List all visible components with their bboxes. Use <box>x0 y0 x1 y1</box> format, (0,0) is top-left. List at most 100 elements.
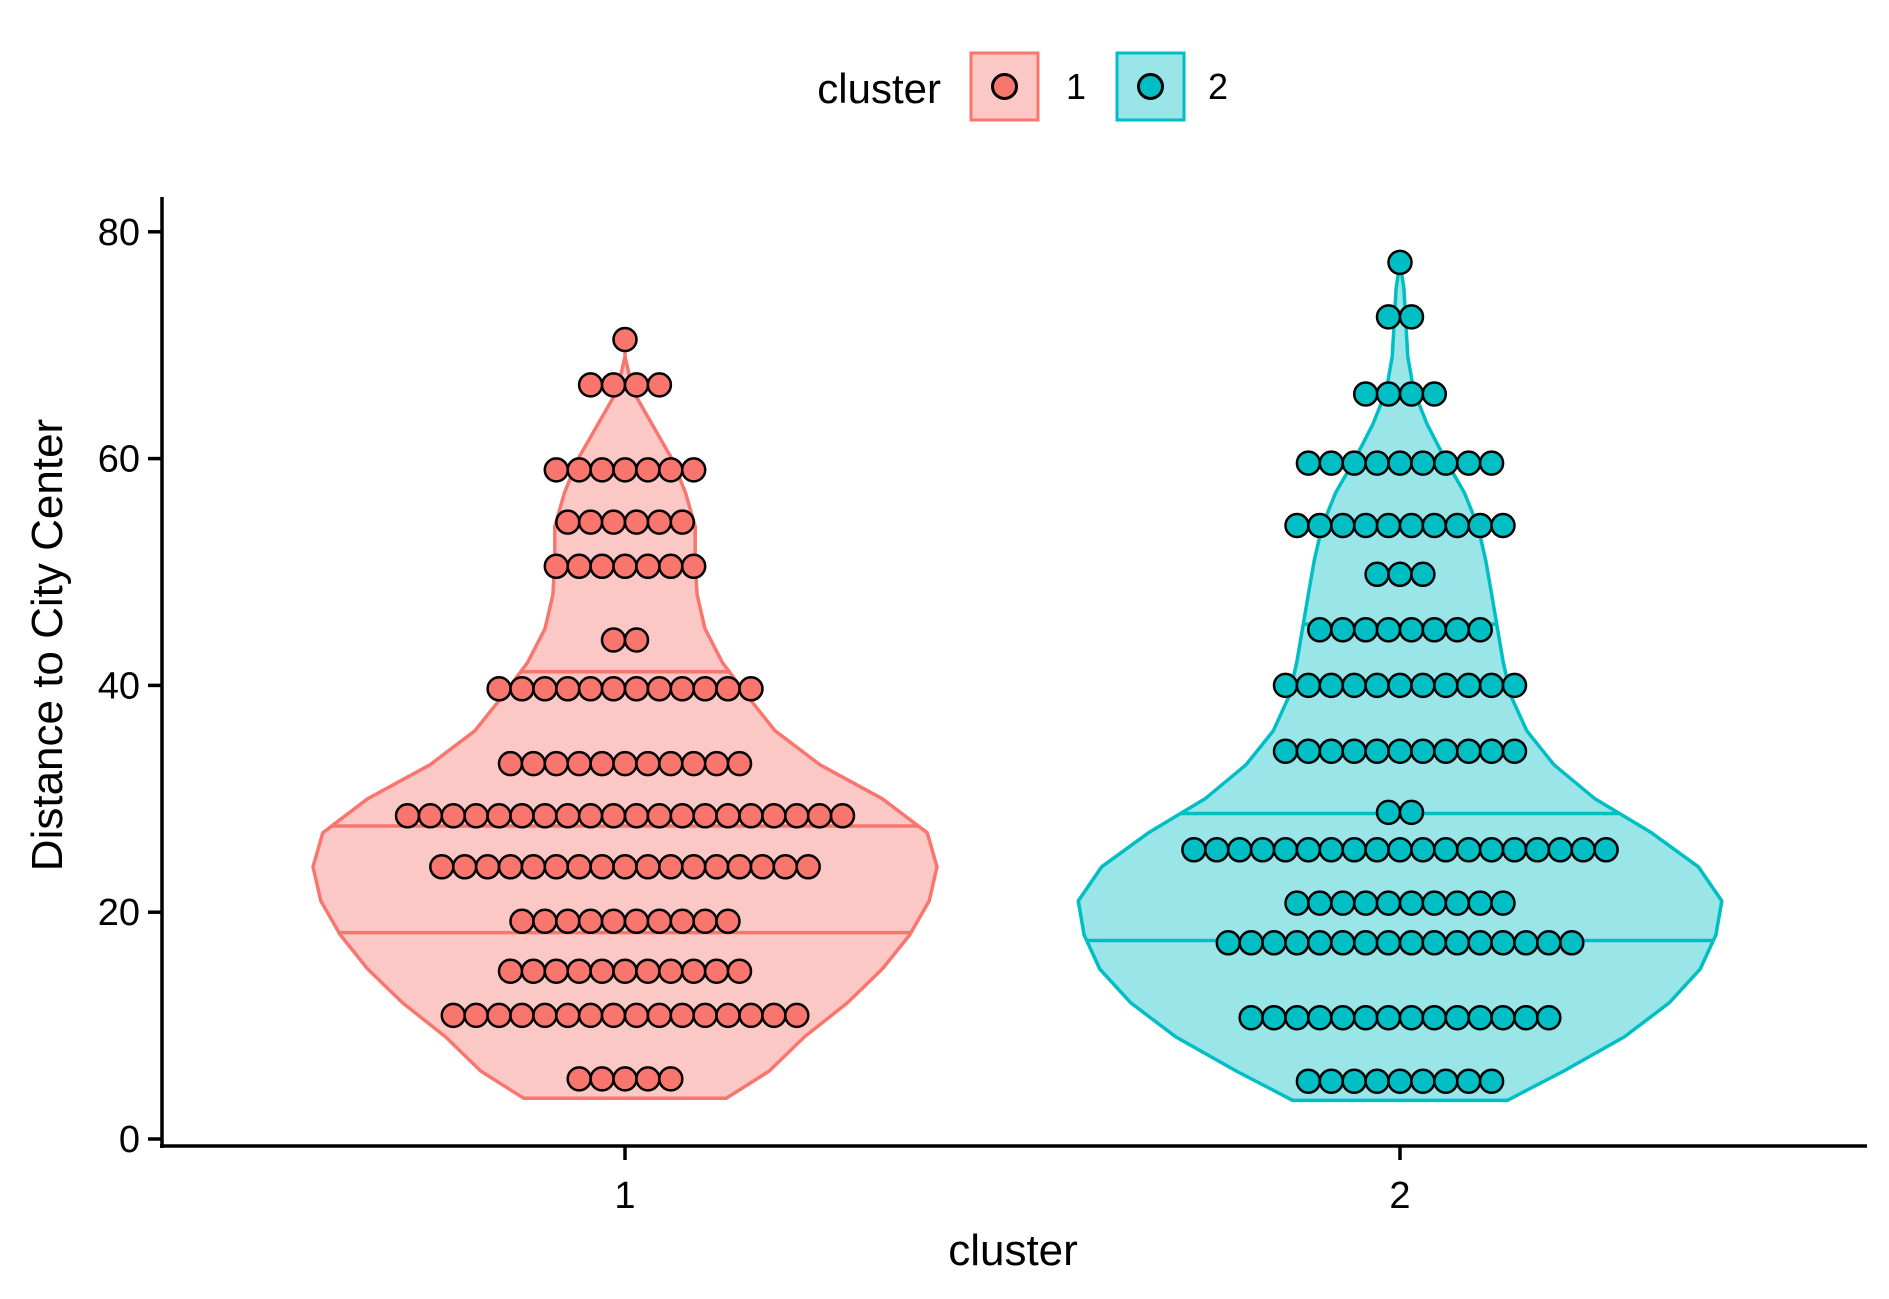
dot-point-2 <box>1341 1068 1367 1094</box>
dot-point-2 <box>1570 837 1596 863</box>
dot-point-2 <box>1284 1004 1310 1031</box>
dot-point-1 <box>623 627 650 653</box>
dot-point-1 <box>600 627 627 653</box>
dot-point-1 <box>726 750 753 777</box>
dot-point-1 <box>566 854 592 880</box>
dot-point-1 <box>726 854 753 880</box>
dot-point-2 <box>1181 837 1207 863</box>
dot-point-1 <box>784 1002 810 1029</box>
dot-point-1 <box>577 908 604 935</box>
dot-point-1 <box>612 553 638 580</box>
dot-point-1 <box>543 457 570 483</box>
dot-point-1 <box>440 803 467 829</box>
dot-point-1 <box>635 1066 661 1092</box>
dot-point-2 <box>1433 450 1459 476</box>
dot-point-1 <box>738 803 764 829</box>
dot-point-2 <box>1410 837 1436 863</box>
dot-point-2 <box>1375 381 1402 407</box>
dot-point-1 <box>429 854 455 880</box>
y-ticks: 0 20 40 60 80 <box>98 212 162 1161</box>
dot-point-1 <box>589 958 615 984</box>
dot-point-1 <box>715 803 741 829</box>
dot-point-1 <box>738 676 764 702</box>
dot-point-2 <box>1547 837 1574 863</box>
dot-point-1 <box>680 854 707 880</box>
dot-point-2 <box>1387 672 1413 699</box>
dot-point-1 <box>703 750 730 777</box>
dot-point-1 <box>829 803 856 829</box>
x-tick-label: 2 <box>1389 1175 1410 1217</box>
legend-title: cluster <box>817 65 941 112</box>
dot-point-2 <box>1272 738 1299 764</box>
dot-point-2 <box>1307 930 1333 956</box>
dot-point-1 <box>509 676 535 702</box>
dot-point-1 <box>623 1002 650 1029</box>
dot-point-2 <box>1341 672 1367 699</box>
dot-point-2 <box>1398 304 1425 330</box>
dot-point-2 <box>1421 1004 1448 1031</box>
dot-point-2 <box>1375 890 1402 916</box>
dot-point-1 <box>692 908 718 935</box>
dot-point-1 <box>486 803 512 829</box>
dot-point-1 <box>566 457 592 483</box>
dot-point-2 <box>1433 1068 1459 1094</box>
legend-entry-1: 1 <box>969 51 1086 122</box>
legend-key-1 <box>969 51 1040 122</box>
dot-point-1 <box>612 1066 638 1092</box>
dot-point-1 <box>532 1002 558 1029</box>
dot-point-1 <box>509 803 535 829</box>
dot-point-2 <box>1352 930 1379 956</box>
dot-point-2 <box>1375 799 1402 826</box>
dot-point-2 <box>1215 930 1242 956</box>
dot-point-2 <box>1536 930 1562 956</box>
dot-point-1 <box>806 803 833 829</box>
dot-point-2 <box>1444 617 1471 643</box>
dot-point-1 <box>646 1002 673 1029</box>
dot-point-2 <box>1433 837 1459 863</box>
dot-point-2 <box>1387 738 1413 764</box>
dot-point-1 <box>440 1002 467 1029</box>
dot-point-2 <box>1398 890 1425 916</box>
dot-point-2 <box>1444 512 1471 539</box>
dot-point-1 <box>486 676 512 702</box>
dot-point-2 <box>1478 1068 1505 1094</box>
dot-point-1 <box>555 908 581 935</box>
y-tick-label: 20 <box>98 892 140 934</box>
dot-point-1 <box>761 803 787 829</box>
dot-point-1 <box>577 676 604 702</box>
dot-point-2 <box>1330 930 1356 956</box>
dot-point-1 <box>520 854 547 880</box>
dot-point-2 <box>1421 512 1448 539</box>
dot-point-2 <box>1330 890 1356 916</box>
dot-point-2 <box>1364 837 1390 863</box>
dot-point-1 <box>623 372 650 398</box>
dot-point-1 <box>692 1002 718 1029</box>
dot-point-2 <box>1433 672 1459 699</box>
x-tick-label: 1 <box>614 1175 635 1217</box>
y-axis-title: Distance to City Center <box>23 419 72 871</box>
dot-point-1 <box>463 1002 489 1029</box>
dot-point-1 <box>486 1002 512 1029</box>
dot-point-1 <box>669 509 696 535</box>
dot-point-2 <box>1375 617 1402 643</box>
dot-point-2 <box>1455 1068 1482 1094</box>
dot-point-2 <box>1352 381 1379 407</box>
dot-point-2 <box>1455 837 1482 863</box>
dot-point-2 <box>1387 249 1413 276</box>
dot-point-2 <box>1455 672 1482 699</box>
dot-point-1 <box>532 908 558 935</box>
dot-point-1 <box>543 750 570 777</box>
dot-point-1 <box>600 676 627 702</box>
legend-key-dot-2 <box>1137 73 1164 100</box>
dot-point-1 <box>715 1002 741 1029</box>
dot-point-2 <box>1501 837 1528 863</box>
dot-point-1 <box>680 553 707 580</box>
dot-point-1 <box>715 908 741 935</box>
dot-point-2 <box>1478 672 1505 699</box>
dot-point-1 <box>600 908 627 935</box>
dot-point-2 <box>1272 837 1299 863</box>
dot-point-2 <box>1455 450 1482 476</box>
dot-point-2 <box>1318 672 1345 699</box>
dot-point-1 <box>703 958 730 984</box>
dot-point-1 <box>692 676 718 702</box>
